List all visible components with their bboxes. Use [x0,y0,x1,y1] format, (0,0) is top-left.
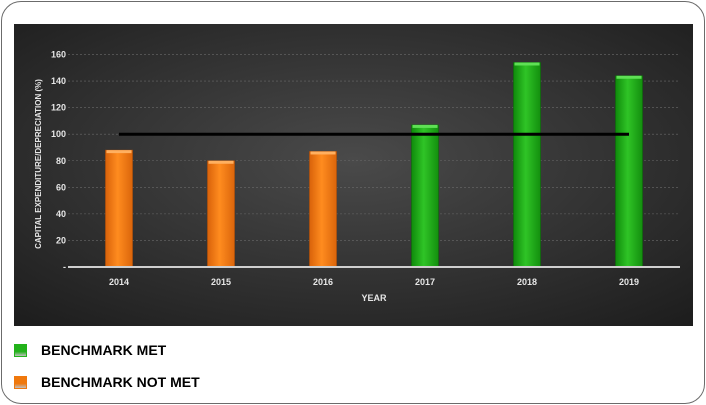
bar-2017 [411,124,439,268]
x-tick-label-2018: 2018 [517,277,537,287]
y-axis-title: CAPITAL EXPENDITURE/DEPRECIATION (%) [34,79,43,249]
chart-plot-area: - 20 40 60 80 100 120 140 160 2014 2015 2016 2017 20… [14,24,693,326]
x-tick-label-2017: 2017 [415,277,435,287]
bar-highlight-2015 [208,160,234,164]
bar-chart: - 20 40 60 80 100 120 140 160 2014 2015 2016 2017 20… [14,24,693,326]
legend-label-benchmark-not-met: BENCHMARK NOT MET [41,374,200,390]
y-tick-label: 80 [56,156,66,166]
y-tick-label: 100 [51,129,66,139]
x-axis-title: YEAR [361,293,387,303]
bar-2019 [615,75,643,268]
y-tick-label: 120 [51,103,66,113]
bar-highlight-2014 [106,150,132,154]
x-tick-label-2014: 2014 [109,277,129,287]
legend-item-benchmark-met: BENCHMARK MET [14,342,166,358]
x-tick-label-2016: 2016 [313,277,333,287]
y-tick-label: - [63,262,66,272]
legend-label-benchmark-met: BENCHMARK MET [41,342,167,358]
bar-highlight-2016 [310,151,336,155]
y-tick-label: 20 [56,235,66,245]
x-tick-label-2015: 2015 [211,277,231,287]
x-tick-label-2019: 2019 [619,277,639,287]
legend-item-benchmark-not-met: BENCHMARK NOT MET [14,374,200,390]
legend-swatch-benchmark-met [14,343,27,357]
bar-highlight-2018 [514,62,540,66]
bar-2014 [105,149,133,268]
y-tick-label: 160 [51,50,66,60]
bar-2016 [309,151,337,268]
legend-swatch-benchmark-not-met [14,375,27,389]
y-tick-label: 60 [56,182,66,192]
bar-highlight-2019 [616,75,642,79]
bar-2015 [207,160,235,268]
bar-highlight-2017 [412,124,438,128]
y-tick-label: 140 [51,76,66,86]
bar-2018 [513,62,541,268]
y-tick-label: 40 [56,209,66,219]
